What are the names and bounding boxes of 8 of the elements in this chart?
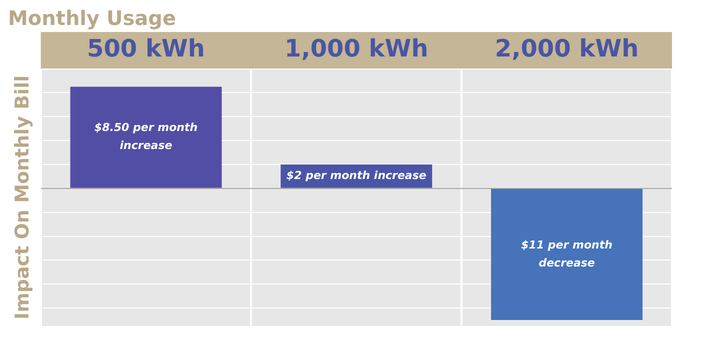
x-tick-label: 2,000 kWh <box>494 34 639 63</box>
data-label: $11 per month decrease <box>521 238 613 270</box>
data-label: $2 per month increase <box>286 169 427 182</box>
y-axis-title: Impact On Monthly Bill <box>11 75 34 320</box>
x-tick-label: 500 kWh <box>87 34 205 63</box>
data-label: $8.50 per month increase <box>94 121 198 152</box>
chart-title: Monthly Usage <box>8 6 176 30</box>
x-tick-label: 1,000 kWh <box>284 34 428 63</box>
